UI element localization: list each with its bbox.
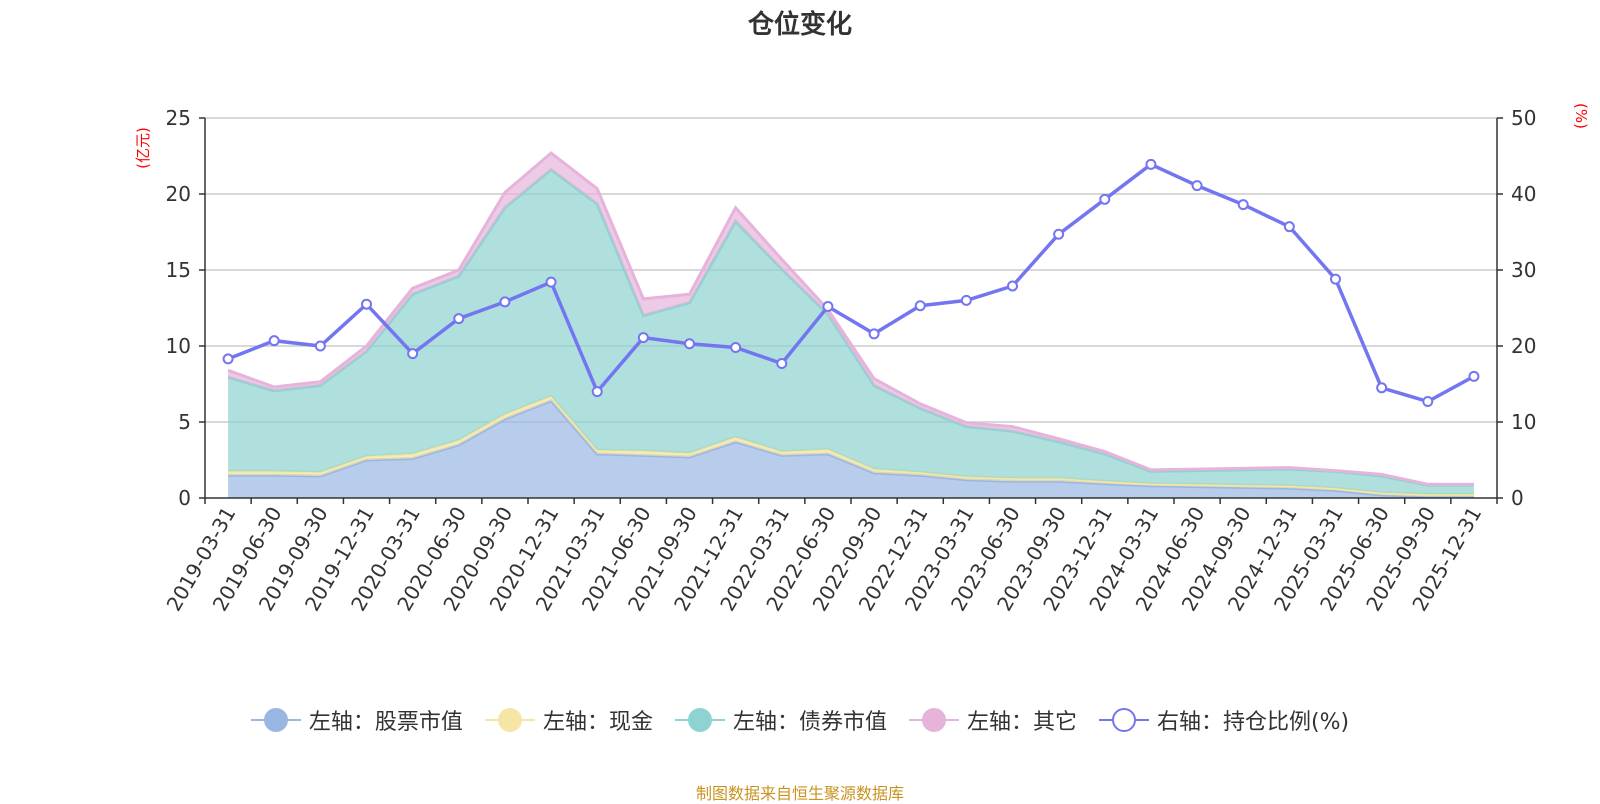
ratio-point[interactable]	[499, 296, 511, 308]
legend-item[interactable]: 左轴：现金	[484, 704, 653, 736]
ratio-point[interactable]	[1007, 280, 1018, 292]
ratio-point[interactable]	[1283, 221, 1295, 233]
ratio-point[interactable]	[960, 294, 972, 306]
ratio-point[interactable]	[1422, 395, 1434, 407]
ratio-point[interactable]	[407, 348, 419, 360]
ratio-point[interactable]	[1468, 370, 1480, 382]
legend: 左轴：股票市值 左轴：现金 左轴：债券市值 左轴：其它 右轴：持仓比例(%)	[0, 704, 1600, 736]
right-tick-label: 30	[1511, 258, 1536, 282]
legend-circle-icon	[908, 708, 959, 732]
right-tick-label: 40	[1511, 182, 1536, 206]
ratio-point[interactable]	[1099, 193, 1111, 205]
legend-label: 右轴：持仓比例(%)	[1156, 710, 1350, 735]
ratio-point[interactable]	[314, 340, 326, 352]
left-tick-label: 10	[166, 334, 191, 358]
ratio-point[interactable]	[1191, 180, 1203, 192]
ratio-line	[222, 158, 1480, 407]
stacked-areas	[227, 151, 1474, 498]
ratio-point[interactable]	[222, 353, 234, 365]
right-axis-unit: (%)	[1572, 103, 1590, 129]
chart-title: 仓位变化	[747, 10, 852, 40]
ratio-point[interactable]	[1053, 228, 1065, 240]
ratio-point[interactable]	[268, 335, 280, 347]
left-tick-label: 0	[178, 486, 191, 510]
legend-item[interactable]: 左轴：股票市值	[250, 704, 463, 736]
legend-circle-icon	[250, 708, 301, 732]
right-tick-label: 0	[1511, 486, 1524, 510]
chart-svg: 0510152025010203040502019-03-312019-06-3…	[134, 103, 1590, 615]
legend-item[interactable]: 右轴：持仓比例(%)	[1098, 704, 1350, 736]
ratio-point[interactable]	[361, 298, 372, 310]
ratio-point[interactable]	[914, 300, 926, 312]
legend-circle-icon	[674, 708, 725, 732]
ratio-point[interactable]	[1376, 382, 1388, 394]
ratio-point[interactable]	[868, 328, 880, 340]
left-axis-unit: (亿元)	[134, 127, 152, 169]
area-3	[228, 169, 1474, 495]
ratio-point[interactable]	[453, 313, 465, 325]
legend-label: 左轴：债券市值	[732, 710, 887, 735]
legend-hollow-circle-icon	[1098, 708, 1149, 732]
ratio-point[interactable]	[591, 386, 603, 398]
ratio-point[interactable]	[545, 276, 557, 288]
ratio-point[interactable]	[730, 342, 742, 354]
ratio-point[interactable]	[1330, 273, 1341, 285]
legend-item[interactable]: 左轴：债券市值	[674, 704, 887, 736]
ratio-line-path	[227, 162, 1475, 404]
legend-label: 左轴：其它	[966, 710, 1077, 735]
left-tick-label: 5	[178, 410, 191, 434]
area-1	[228, 400, 1474, 498]
ratio-point[interactable]	[684, 338, 695, 350]
ratio-point[interactable]	[1237, 199, 1249, 211]
legend-item[interactable]: 左轴：其它	[908, 704, 1077, 736]
legend-label: 左轴：现金	[542, 710, 653, 735]
ratio-point[interactable]	[776, 357, 788, 369]
area-edge-4	[227, 151, 1474, 486]
right-tick-label: 10	[1511, 410, 1536, 434]
source-note: 制图数据来自恒生聚源数据库	[695, 784, 904, 803]
right-tick-label: 20	[1511, 334, 1536, 358]
legend-circle-icon	[484, 708, 535, 732]
left-tick-label: 15	[166, 258, 191, 282]
left-tick-label: 20	[166, 182, 191, 206]
left-tick-label: 25	[166, 106, 191, 130]
legend-label: 左轴：股票市值	[308, 710, 463, 735]
ratio-point[interactable]	[1145, 158, 1157, 170]
right-tick-label: 50	[1511, 106, 1536, 130]
ratio-point[interactable]	[822, 300, 834, 312]
ratio-point[interactable]	[637, 332, 649, 344]
